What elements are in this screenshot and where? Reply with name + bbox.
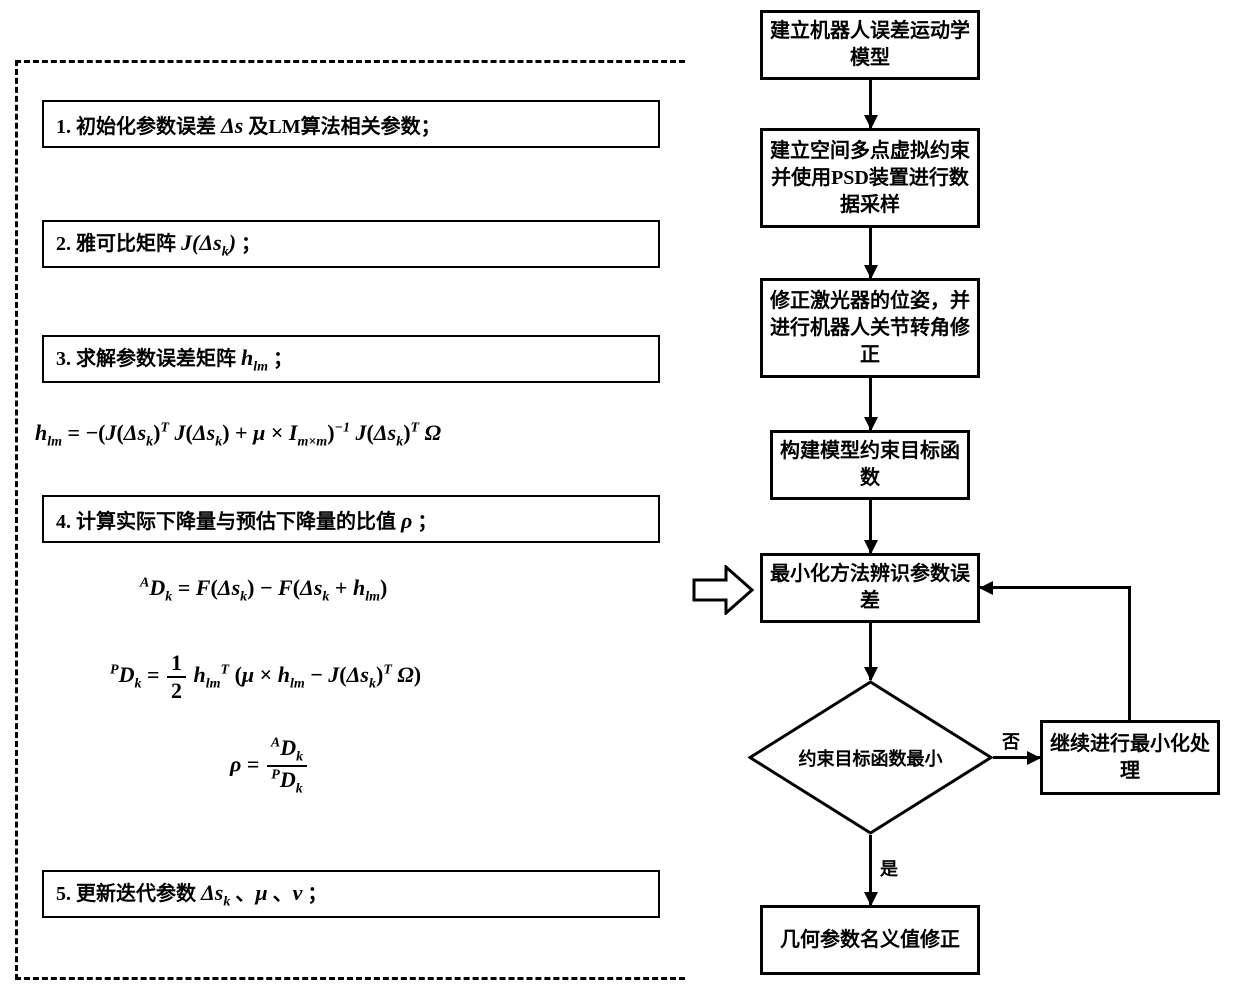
flow-node-objective-text: 构建模型约束目标函数 xyxy=(779,438,961,492)
flow-node-model-text: 建立机器人误差运动学模型 xyxy=(769,18,971,72)
algo-step-2: 2. 雅可比矩阵 J(Δsk) ； xyxy=(42,220,660,268)
algo-step-5: 5. 更新迭代参数 Δsk 、μ 、v ； xyxy=(42,870,660,918)
flow-node-model: 建立机器人误差运动学模型 xyxy=(760,10,980,80)
big-arrow-icon xyxy=(692,565,754,615)
arrow-d1-n6 xyxy=(993,756,1040,759)
flow-decision: 约束目标函数最小 xyxy=(748,680,993,835)
flow-node-continue: 继续进行最小化处理 xyxy=(1040,720,1220,795)
arrow-d1-n7 xyxy=(869,835,872,905)
algo-step-3: 3. 求解参数误差矩阵 hlm ； xyxy=(42,335,660,383)
arrow-n4-n5 xyxy=(869,500,872,553)
flow-node-objective: 构建模型约束目标函数 xyxy=(770,430,970,500)
algo-step-1: 1. 初始化参数误差 Δs 及LM算法相关参数； xyxy=(42,100,660,148)
flow-node-correct-laser-text: 修正激光器的位姿，并进行机器人关节转角修正 xyxy=(769,288,971,369)
flow-decision-text: 约束目标函数最小 xyxy=(773,745,969,771)
algo-step-4: 4. 计算实际下降量与预估下降量的比值 ρ ； xyxy=(42,495,660,543)
formula-adk: ADk = F(Δsk) − F(Δsk + hlm) xyxy=(140,575,387,605)
label-no: 否 xyxy=(1002,728,1020,754)
diagram-root: 1. 初始化参数误差 Δs 及LM算法相关参数； 2. 雅可比矩阵 J(Δsk)… xyxy=(0,0,1240,989)
feedback-arrow-left xyxy=(980,586,1131,589)
algo-step-4-text: 4. 计算实际下降量与预估下降量的比值 ρ ； xyxy=(56,505,437,534)
label-yes: 是 xyxy=(880,855,898,881)
flow-node-minimize-text: 最小化方法辨识参数误差 xyxy=(769,561,971,615)
formula-hlm: hlm = −(J(Δsk)T J(Δsk) + μ × Im×m)−1 J(Δ… xyxy=(35,420,441,450)
feedback-line-up xyxy=(1128,588,1131,720)
flow-node-psd: 建立空间多点虚拟约束并使用PSD装置进行数据采样 xyxy=(760,128,980,228)
arrow-n5-d1 xyxy=(869,623,872,680)
flow-node-correct-laser: 修正激光器的位姿，并进行机器人关节转角修正 xyxy=(760,278,980,378)
algo-step-1-text: 1. 初始化参数误差 Δs 及LM算法相关参数； xyxy=(56,110,441,139)
algo-step-2-text: 2. 雅可比矩阵 J(Δsk) ； xyxy=(56,227,261,260)
flow-node-minimize: 最小化方法辨识参数误差 xyxy=(760,553,980,623)
algo-step-3-text: 3. 求解参数误差矩阵 hlm ； xyxy=(56,342,293,375)
flow-node-nominal: 几何参数名义值修正 xyxy=(760,905,980,975)
formula-rho: ρ = ADk PDk xyxy=(230,735,309,798)
flow-node-psd-text: 建立空间多点虚拟约束并使用PSD装置进行数据采样 xyxy=(769,138,971,219)
formula-pdk: PDk = 12 hlmT (μ × hlm − J(Δsk)T Ω) xyxy=(110,650,421,704)
arrow-n1-n2 xyxy=(869,80,872,128)
flow-node-continue-text: 继续进行最小化处理 xyxy=(1049,731,1211,785)
arrow-n3-n4 xyxy=(869,378,872,430)
flow-node-nominal-text: 几何参数名义值修正 xyxy=(780,927,960,954)
arrow-n2-n3 xyxy=(869,228,872,278)
algo-step-5-text: 5. 更新迭代参数 Δsk 、μ 、v ； xyxy=(56,877,327,910)
